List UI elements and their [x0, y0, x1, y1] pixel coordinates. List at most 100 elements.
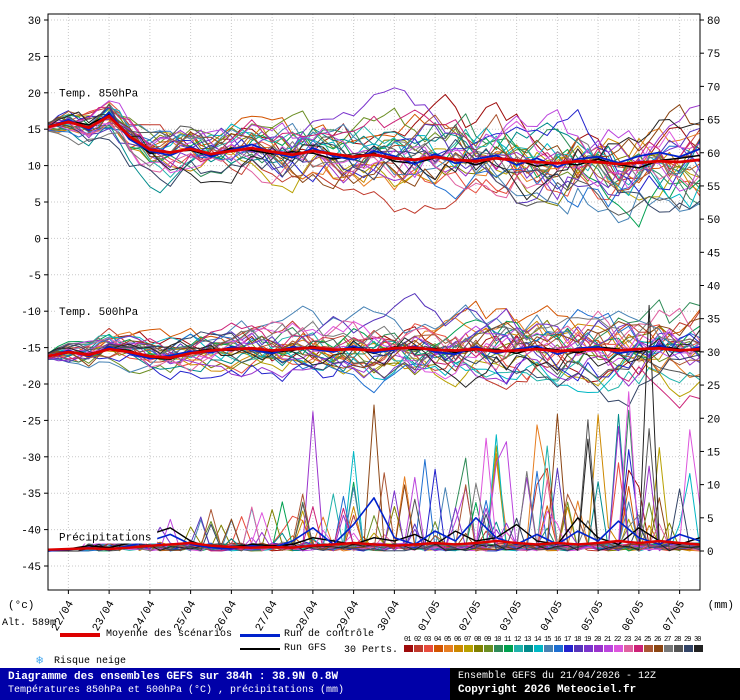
perturbation-color-swatch	[674, 645, 683, 652]
perturbation-number: 23	[624, 636, 631, 644]
perturbation-number: 12	[514, 636, 521, 644]
perturbation-color-swatch	[604, 645, 613, 652]
left-axis-tick-label: -20	[21, 380, 41, 392]
perturbation-number: 15	[544, 636, 551, 644]
right-axis-tick-label: 15	[707, 447, 720, 459]
perturbation-entry: 30	[694, 636, 704, 656]
perturbation-color-swatch	[684, 645, 693, 652]
perturbation-entry: 12	[514, 636, 524, 656]
right-axis-tick-label: 75	[707, 49, 720, 61]
right-axis-tick-label: 70	[707, 82, 720, 94]
ensemble-member-500-line	[47, 329, 701, 388]
perturbation-entry: 08	[474, 636, 484, 656]
perturbation-entry: 03	[424, 636, 434, 656]
perturbation-color-swatch	[564, 645, 573, 652]
right-axis-tick-label: 65	[707, 116, 720, 128]
perturbation-number: 21	[604, 636, 611, 644]
copyright: Copyright 2026 Meteociel.fr	[458, 684, 637, 696]
perturbation-color-swatch	[414, 645, 423, 652]
control-850-line	[47, 111, 701, 169]
annotation-label: Temp. 500hPa	[59, 307, 139, 319]
left-axis-tick-label: -25	[21, 416, 41, 428]
right-axis-tick-label: 20	[707, 414, 720, 426]
perturbation-number: 25	[644, 636, 651, 644]
perturbation-number: 27	[664, 636, 671, 644]
perturbation-entry: 10	[494, 636, 504, 656]
perturbation-color-swatch	[464, 645, 473, 652]
ensemble-member-850-line	[47, 123, 701, 213]
mean-850-line	[47, 114, 701, 166]
perturbation-entry: 11	[504, 636, 514, 656]
ensemble-member-850-line	[47, 104, 701, 184]
perturbation-number: 08	[474, 636, 481, 644]
perturbation-color-swatch	[654, 645, 663, 652]
right-axis-unit: (mm)	[707, 600, 734, 612]
right-axis-tick-label: 5	[707, 514, 714, 526]
perturbation-entry: 21	[604, 636, 614, 656]
perturbation-number: 20	[594, 636, 601, 644]
legend: (°c) (mm) Alt. 589m Moyenne des scénario…	[0, 600, 740, 668]
perturbation-number: 26	[654, 636, 661, 644]
left-axis-tick-label: 20	[28, 89, 41, 101]
perturbation-color-swatch	[584, 645, 593, 652]
left-axis-tick-label: -45	[21, 562, 41, 574]
perturbation-color-swatch	[694, 645, 703, 652]
perturbation-color-swatch	[444, 645, 453, 652]
perturbation-color-swatch	[494, 645, 503, 652]
perturbation-color-swatch	[404, 645, 413, 652]
perturbation-number: 19	[584, 636, 591, 644]
right-axis-tick-label: 40	[707, 282, 720, 294]
right-axis-tick-label: 25	[707, 381, 720, 393]
left-axis-tick-label: -30	[21, 453, 41, 465]
perturbation-number: 01	[404, 636, 411, 644]
perturbation-entry: 16	[554, 636, 564, 656]
run-info: Ensemble GEFS du 21/04/2026 - 12Z	[458, 671, 657, 682]
control-line-sample	[240, 634, 280, 637]
annotation-bg	[56, 304, 144, 318]
right-axis-tick-label: 45	[707, 248, 720, 260]
perturbation-number: 11	[504, 636, 511, 644]
perturbation-color-swatch	[534, 645, 543, 652]
ensemble-member-850-line	[47, 130, 701, 187]
mean-500-line	[47, 346, 701, 360]
perturbation-color-swatch	[524, 645, 533, 652]
control-legend-label: Run de contrôle	[284, 629, 375, 640]
perturbation-entry: 25	[644, 636, 654, 656]
perturbation-number: 05	[444, 636, 451, 644]
perturbation-number: 10	[494, 636, 501, 644]
perturbation-entry: 06	[454, 636, 464, 656]
ensemble-member-500-line	[48, 327, 701, 373]
right-axis-tick-label: 0	[707, 547, 714, 559]
perturbation-number: 16	[554, 636, 561, 644]
perturbation-color-swatch	[434, 645, 443, 652]
plot-border	[47, 13, 701, 591]
snow-risk-label: Risque neige	[54, 656, 127, 667]
perturbation-number: 13	[524, 636, 531, 644]
annotation-bg	[56, 530, 158, 544]
perturbation-color-swatch	[504, 645, 513, 652]
perturbation-entry: 01	[404, 636, 414, 656]
perturbation-number: 14	[534, 636, 541, 644]
perturbation-number: 28	[674, 636, 681, 644]
perturbation-color-swatch	[544, 645, 553, 652]
right-axis-tick-label: 10	[707, 481, 720, 493]
perturbation-entry: 27	[664, 636, 674, 656]
gfs-line-sample	[240, 648, 280, 650]
perturbation-entry: 17	[564, 636, 574, 656]
perturbation-number: 18	[574, 636, 581, 644]
mean-precip-line	[47, 539, 701, 551]
ensemble-member-850-line	[47, 114, 701, 228]
perturbation-entry: 29	[684, 636, 694, 656]
perturbation-color-swatch	[514, 645, 523, 652]
perturbation-color-swatch	[644, 645, 653, 652]
footer-run-box: Ensemble GEFS du 21/04/2026 - 12Z Copyri…	[450, 668, 740, 700]
annotation-label: Temp. 850hPa	[59, 88, 139, 100]
ensemble-member-500-line	[47, 326, 701, 379]
left-axis-tick-label: 5	[34, 198, 41, 210]
ensemble-member-850-line	[47, 110, 701, 186]
perturbation-color-swatch	[554, 645, 563, 652]
perturbation-color-swatch	[474, 645, 483, 652]
ensemble-member-precip-line	[48, 419, 701, 552]
ensemble-member-500-line	[47, 308, 701, 380]
